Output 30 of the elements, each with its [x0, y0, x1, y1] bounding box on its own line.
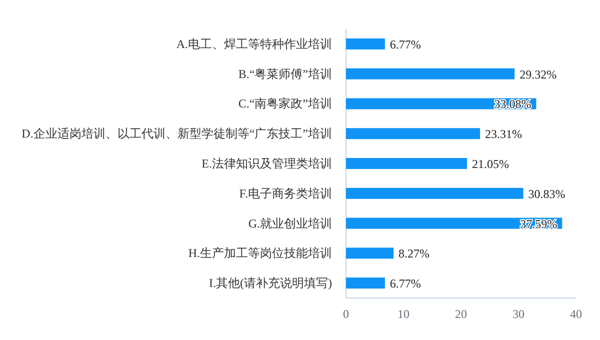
y-tick-label: A.电工、焊工等特种作业培训 [176, 36, 332, 51]
x-tick-label: 20 [455, 307, 467, 321]
data-label: 37.59% [520, 216, 558, 231]
bar [346, 188, 524, 199]
data-label: 33.08% [494, 97, 532, 112]
bar [346, 68, 515, 80]
bar [346, 248, 394, 259]
y-tick-label: H.生产加工等岗位技能培训 [188, 246, 332, 260]
bar [346, 158, 468, 169]
x-tick-label: 0 [343, 307, 349, 321]
data-label: 8.27% [398, 246, 430, 261]
data-label: 30.83% [528, 186, 566, 201]
data-label: 21.05% [472, 157, 510, 171]
x-tick-label: 40 [570, 307, 582, 321]
y-tick-label: I.其他(请补充说明填写) [209, 276, 332, 290]
data-label: 29.32% [520, 67, 557, 82]
x-tick-label: 30 [512, 307, 524, 321]
bar [346, 128, 480, 140]
data-label: 6.77% [390, 276, 421, 291]
bar [346, 278, 385, 289]
x-tick-label: 10 [398, 307, 410, 321]
y-tick-label: G.就业创业培训 [248, 216, 332, 230]
bar [346, 38, 385, 50]
data-label: 23.31% [485, 127, 522, 142]
y-tick-label: C.“南粤家政”培训 [238, 96, 332, 111]
y-tick-label: F.电子商务类培训 [239, 186, 332, 200]
y-tick-label: E.法律知识及管理类培训 [202, 156, 332, 170]
y-tick-label: B.“粤菜师傅”培训 [238, 66, 332, 81]
y-tick-label: D.企业适岗培训、以工代训、新型学徒制等“广东技工”培训 [22, 126, 332, 141]
data-label: 6.77% [390, 37, 421, 52]
